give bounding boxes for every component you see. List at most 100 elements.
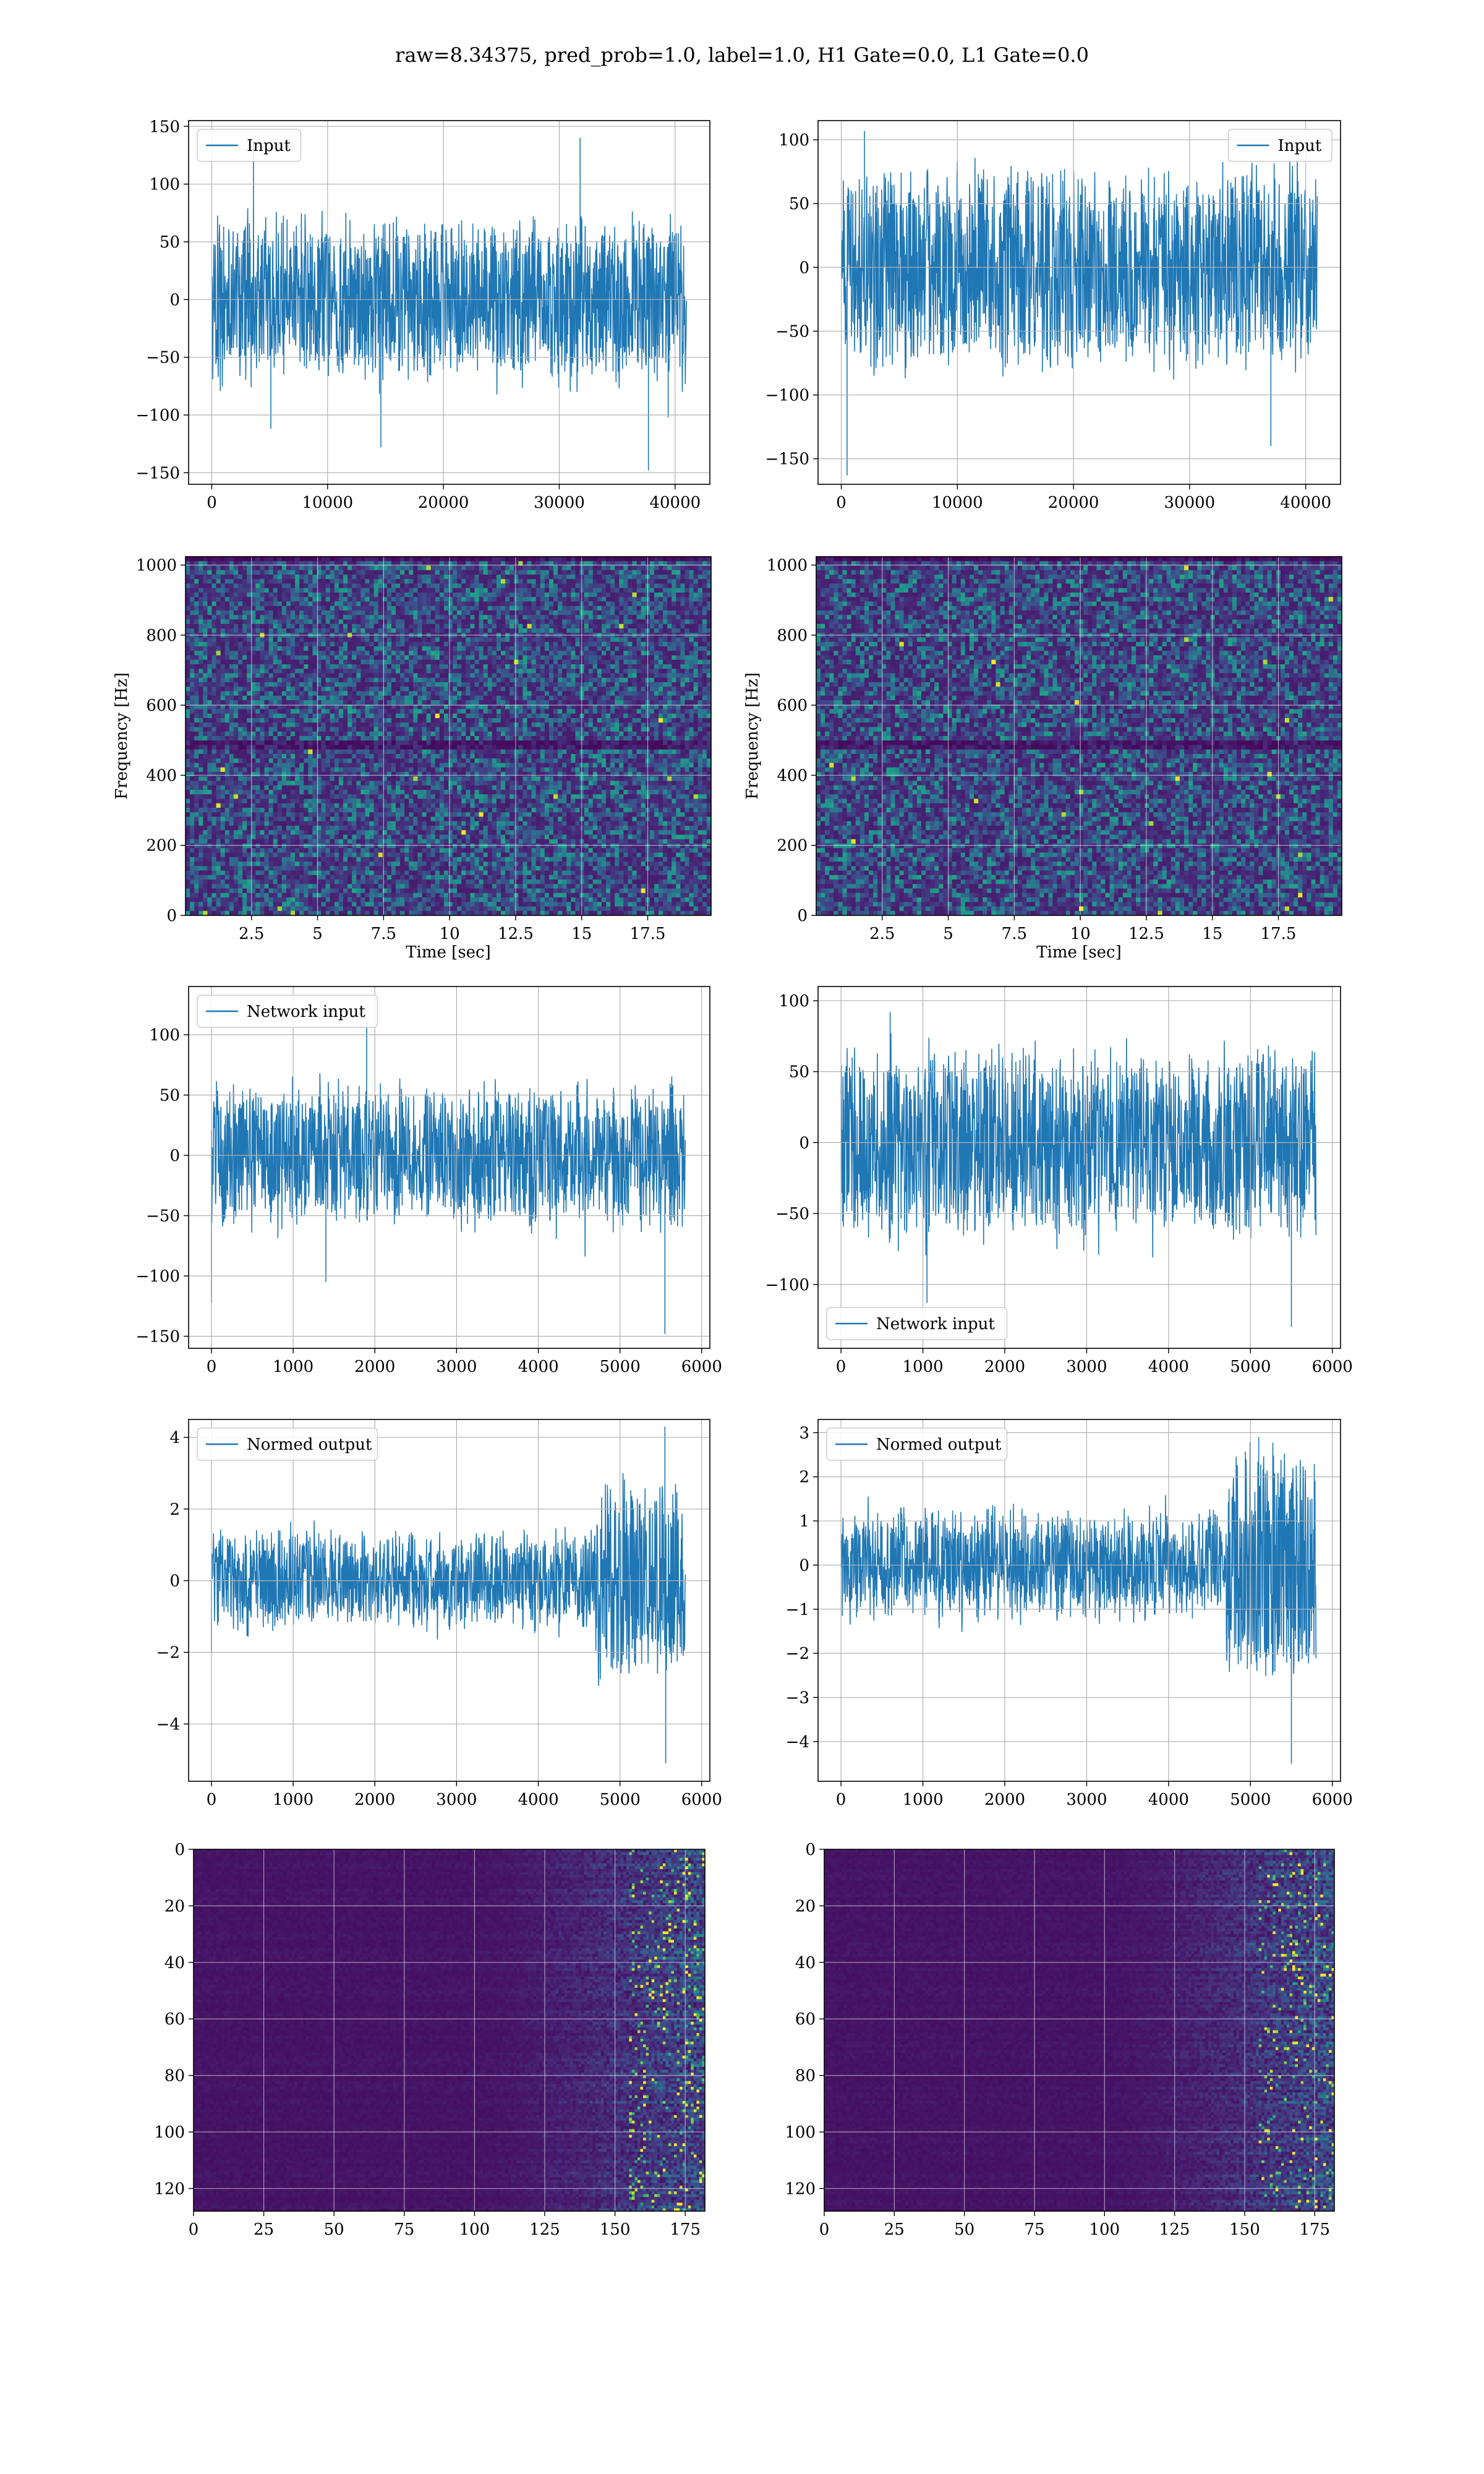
- heatmap-cell: [291, 638, 296, 643]
- heatmap-cell: [255, 902, 260, 907]
- heatmap-cell: [417, 570, 422, 575]
- heatmap-cell: [273, 821, 278, 826]
- heatmap-cell: [291, 857, 296, 862]
- heatmap-cell: [417, 638, 422, 643]
- heatmap-cell: [198, 740, 203, 745]
- heatmap-cell: [391, 893, 396, 898]
- heatmap-cell: [391, 781, 396, 786]
- heatmap-cell: [207, 722, 212, 727]
- heatmap-cell: [282, 812, 287, 817]
- heatmap-cell: [269, 642, 274, 647]
- heatmap-cell: [322, 862, 326, 867]
- heatmap-cell: [299, 579, 304, 584]
- heatmap-cell: [356, 714, 361, 719]
- heatmap-cell: [339, 620, 344, 625]
- heatmap-cell: [304, 709, 309, 714]
- heatmap-cell: [413, 794, 418, 799]
- heatmap-cell: [207, 772, 212, 777]
- heatmap-cell: [352, 902, 357, 907]
- heatmap-cell: [400, 638, 405, 643]
- heatmap-cell: [312, 642, 317, 647]
- heatmap-cell: [326, 602, 331, 607]
- heatmap-cell: [330, 588, 335, 593]
- heatmap-cell: [444, 620, 449, 625]
- heatmap-cell: [339, 682, 344, 687]
- heatmap-cell: [190, 875, 195, 880]
- heatmap-cell: [207, 897, 212, 902]
- heatmap-cell: [242, 897, 247, 902]
- heatmap-cell: [326, 700, 331, 705]
- heatmap-cells: [186, 557, 712, 916]
- heatmap-cell: [295, 597, 300, 602]
- heatmap-cell: [225, 794, 230, 799]
- heatmap-cell: [330, 844, 335, 849]
- heatmap-cell: [242, 615, 247, 620]
- heatmap-cell: [255, 642, 260, 647]
- heatmap-cell: [404, 664, 409, 669]
- heatmap-cell: [304, 691, 309, 696]
- heatmap-cell: [360, 620, 365, 625]
- heatmap-cell: [427, 638, 432, 643]
- heatmap-cell: [356, 732, 361, 737]
- heatmap-cell: [417, 902, 422, 907]
- heatmap-cell: [409, 624, 414, 629]
- heatmap-cell: [255, 875, 260, 880]
- heatmap-cell: [365, 880, 370, 884]
- heatmap-cell: [343, 624, 348, 629]
- heatmap-cell: [431, 624, 436, 629]
- heatmap-cell: [286, 884, 291, 889]
- heatmap-cell: [335, 557, 339, 562]
- heatmap-cell: [229, 844, 234, 849]
- heatmap-cell: [352, 674, 357, 678]
- heatmap-cell: [404, 880, 409, 884]
- heatmap-cell: [207, 610, 212, 615]
- heatmap-cell: [216, 884, 221, 889]
- heatmap-cell: [269, 893, 274, 898]
- heatmap-cell: [396, 785, 401, 790]
- heatmap-cell: [409, 826, 414, 831]
- heatmap-cell: [409, 727, 414, 732]
- heatmap-cell: [234, 674, 239, 678]
- heatmap-cell: [440, 674, 445, 678]
- heatmap-cell: [265, 597, 270, 602]
- heatmap-cell: [322, 624, 326, 629]
- heatmap-cell: [247, 817, 252, 822]
- heatmap-cell: [330, 848, 335, 853]
- heatmap-cell: [186, 642, 190, 647]
- heatmap-cell: [203, 602, 208, 607]
- heatmap-cell: [265, 817, 270, 822]
- heatmap-cell: [348, 727, 352, 732]
- heatmap-cell: [453, 575, 458, 580]
- heatmap-cell: [198, 674, 203, 678]
- heatmap-cell: [422, 902, 427, 907]
- heatmap-cell: [335, 674, 339, 678]
- heatmap-cell: [221, 830, 226, 835]
- heatmap-cell: [387, 700, 392, 705]
- heatmap-cell: [404, 575, 409, 580]
- heatmap-cell: [282, 714, 287, 719]
- heatmap-cell: [295, 889, 300, 894]
- heatmap-cell: [203, 557, 208, 562]
- heatmap-cell: [440, 718, 445, 723]
- heatmap-cell: [422, 602, 427, 607]
- heatmap-cell: [348, 893, 352, 898]
- heatmap-cell: [255, 638, 260, 643]
- heatmap-cell: [299, 718, 304, 723]
- heatmap-cell: [404, 835, 409, 840]
- heatmap-cell: [286, 776, 291, 781]
- heatmap-cell: [198, 857, 203, 862]
- heatmap-cell: [299, 781, 304, 786]
- heatmap-cell: [221, 610, 226, 615]
- heatmap-cell: [308, 839, 313, 844]
- heatmap-cell: [190, 593, 195, 597]
- heatmap-cell: [299, 628, 304, 633]
- heatmap-cell: [352, 740, 357, 745]
- heatmap-cell: [427, 839, 432, 844]
- heatmap-cell: [251, 597, 256, 602]
- heatmap-cell: [186, 620, 190, 625]
- heatmap-cell: [255, 656, 260, 661]
- heatmap-cell: [335, 812, 339, 817]
- heatmap-cell: [304, 566, 309, 571]
- heatmap-cell: [242, 660, 247, 665]
- heatmap-cell: [212, 714, 217, 719]
